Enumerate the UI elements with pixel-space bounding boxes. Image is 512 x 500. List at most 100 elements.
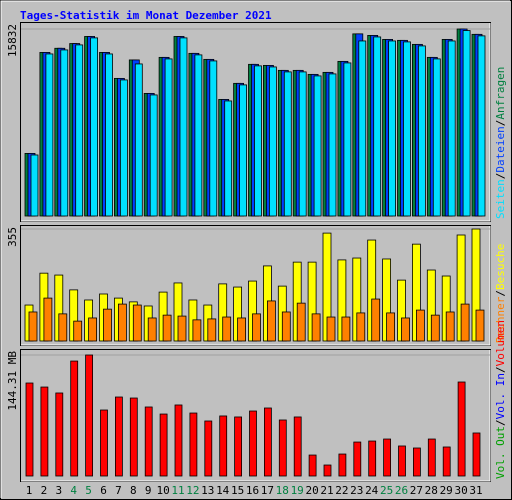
x-tick-label: 30: [454, 484, 467, 497]
x-tick-label: 8: [130, 484, 137, 497]
bar: [90, 37, 98, 217]
x-tick-label: 10: [156, 484, 169, 497]
bar: [254, 65, 262, 217]
bar: [311, 313, 321, 342]
bar: [224, 100, 233, 217]
bar: [73, 320, 83, 342]
bar: [144, 406, 153, 477]
bar: [209, 60, 218, 217]
bar: [460, 303, 470, 342]
legend-entry: Dateien: [494, 126, 507, 172]
x-tick-label: 15: [231, 484, 244, 497]
bar: [417, 45, 426, 217]
bar: [432, 58, 441, 217]
x-tick-label: 25: [380, 484, 393, 497]
bar: [296, 302, 306, 342]
bar: [149, 94, 158, 217]
x-tick-label: 21: [320, 484, 333, 497]
bar: [132, 304, 142, 342]
bar: [162, 314, 172, 342]
panel-highlight: [21, 226, 491, 346]
bar: [103, 308, 112, 342]
bar: [75, 44, 84, 217]
bar: [129, 397, 138, 477]
bar: [174, 404, 183, 477]
bar: [298, 71, 307, 217]
legend-entry: Seiten: [494, 179, 507, 219]
bar: [383, 438, 392, 477]
bar: [237, 317, 247, 342]
x-tick-label: 13: [201, 484, 214, 497]
bar: [177, 315, 187, 342]
x-tick-label: 7: [115, 484, 122, 497]
bar: [252, 313, 261, 342]
bar: [293, 416, 302, 477]
bar: [207, 318, 217, 342]
legend-separator: /: [494, 120, 507, 127]
bar: [134, 63, 143, 217]
bar: [401, 317, 410, 342]
bar: [398, 445, 406, 477]
x-tick-label: 23: [350, 484, 363, 497]
x-tick-label: 3: [55, 484, 62, 497]
bar: [105, 53, 113, 217]
bar: [28, 311, 38, 342]
bar: [442, 446, 451, 477]
bar: [447, 40, 456, 217]
bar: [358, 40, 367, 217]
bar: [239, 84, 248, 217]
bar: [328, 73, 337, 217]
bar: [323, 464, 332, 477]
bar: [159, 413, 168, 477]
bar: [30, 154, 39, 217]
y-tick-label: 15832: [6, 24, 19, 57]
bar: [368, 440, 377, 477]
legend-separator: /: [494, 173, 507, 180]
bar: [85, 354, 93, 477]
legend: Seiten/Dateien/Anfragen: [494, 67, 507, 219]
x-tick-label: 16: [246, 484, 259, 497]
bar: [164, 58, 173, 217]
bar: [179, 37, 188, 217]
legend-entry: Rechner: [494, 296, 507, 343]
bar: [308, 454, 317, 477]
x-tick-label: 18: [276, 484, 289, 497]
bar: [313, 75, 322, 217]
bar: [326, 316, 336, 342]
x-tick-label: 12: [186, 484, 199, 497]
x-tick-label: 5: [85, 484, 92, 497]
x-tick-label: 27: [410, 484, 423, 497]
bar: [477, 35, 486, 217]
panel-highlight: [21, 350, 491, 482]
legend-entry: Vol. Out: [494, 426, 507, 479]
bar: [412, 447, 421, 477]
bar: [472, 432, 481, 477]
legend-separator: /: [494, 419, 507, 426]
bar: [88, 317, 97, 342]
bar: [356, 312, 366, 342]
x-tick-label: 2: [41, 484, 48, 497]
legend: Vol. Out/Vol. In/Volumen: [494, 320, 507, 479]
bar: [204, 420, 213, 477]
bar: [234, 416, 243, 477]
bar: [268, 66, 277, 217]
bar: [58, 313, 68, 342]
bar: [266, 300, 276, 342]
x-tick-label: 4: [70, 484, 77, 497]
bar: [115, 396, 123, 477]
legend-separator: /: [494, 290, 507, 297]
x-tick-label: 28: [425, 484, 438, 497]
bar: [475, 309, 485, 342]
bar: [343, 62, 352, 217]
bar: [353, 441, 362, 477]
bar: [25, 382, 34, 477]
bar: [70, 360, 79, 477]
bar: [371, 298, 381, 342]
bar: [462, 30, 471, 217]
bar: [373, 36, 382, 217]
x-tick-label: 6: [100, 484, 107, 497]
bar: [45, 53, 54, 217]
bar: [430, 314, 440, 342]
